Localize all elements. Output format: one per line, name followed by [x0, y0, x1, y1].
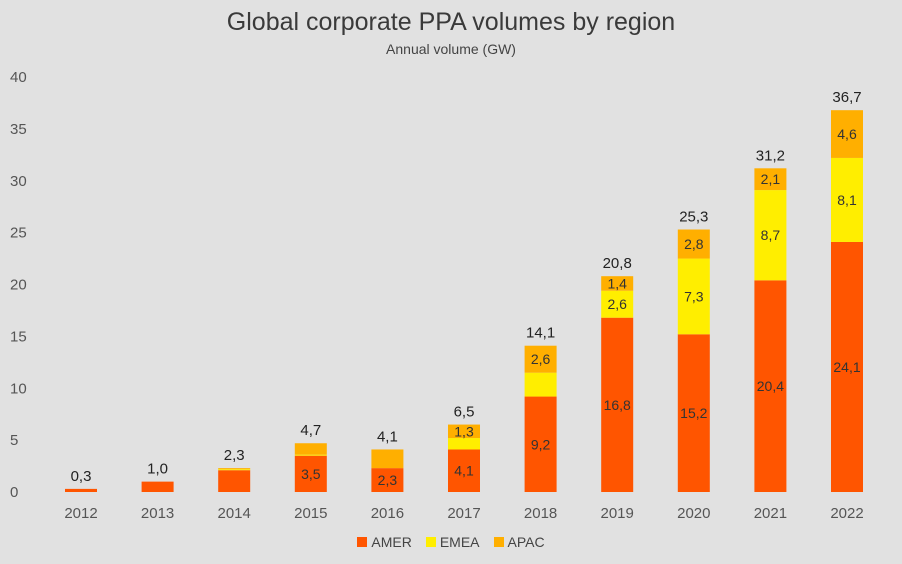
segment-label-emea: 7,3 — [684, 288, 704, 304]
segment-label-amer: 9,2 — [531, 436, 551, 452]
legend-swatch-emea — [425, 537, 436, 547]
bar-segment-amer — [601, 317, 634, 492]
y-tick-label: 10 — [10, 380, 27, 397]
segment-label-apac: 2,1 — [761, 171, 781, 187]
segment-label-apac: 1,4 — [607, 275, 627, 291]
x-tick-label: 2016 — [371, 505, 404, 522]
bar-segment-emea — [754, 190, 787, 281]
segment-label-emea: 2,6 — [607, 296, 627, 312]
segment-label-apac: 2,8 — [684, 236, 704, 252]
bar-segment-apac — [601, 276, 634, 291]
bar-segment-amer — [218, 470, 251, 492]
y-tick-label: 0 — [10, 484, 18, 501]
bar-segment-emea — [218, 469, 251, 471]
bar-segment-amer — [754, 280, 787, 492]
bar-segment-emea — [601, 290, 634, 318]
bar-segment-amer — [65, 488, 97, 492]
x-tick-label: 2019 — [601, 505, 634, 522]
x-tick-label: 2017 — [447, 505, 480, 522]
bar-segment-amer — [141, 481, 174, 492]
bar-segment-emea — [524, 372, 557, 397]
bar-segment-apac — [524, 345, 557, 373]
x-tick-label: 2021 — [754, 505, 787, 522]
bar-segment-emea — [831, 157, 863, 242]
total-label: 36,7 — [832, 89, 861, 106]
y-tick-label: 25 — [10, 225, 27, 242]
y-tick-label: 20 — [10, 277, 27, 294]
legend-label-apac: APAC — [507, 534, 545, 550]
bar-segment-apac — [371, 449, 404, 469]
total-label: 0,3 — [71, 468, 92, 485]
legend-item-emea: EMEA — [425, 534, 480, 550]
legend-swatch-apac — [493, 537, 504, 547]
chart-title: Global corporate PPA volumes by region — [226, 8, 676, 36]
total-label: 31,2 — [756, 147, 785, 164]
bar-segment-apac — [294, 443, 327, 455]
segment-label-amer: 4,1 — [454, 463, 474, 479]
segment-label-amer: 15,2 — [680, 405, 707, 421]
bar-segment-apac — [677, 229, 710, 259]
bar-segment-amer — [677, 334, 710, 492]
bar-segment-amer — [294, 455, 327, 492]
total-label: 25,3 — [679, 209, 708, 226]
total-label: 6,5 — [454, 404, 475, 421]
x-tick-label: 2018 — [524, 505, 557, 522]
segment-label-emea: 8,1 — [837, 192, 857, 208]
legend-item-amer: AMER — [357, 534, 412, 550]
bar-segment-apac — [448, 424, 480, 439]
bar-segment-emea — [677, 258, 710, 335]
total-label: 4,1 — [377, 428, 398, 445]
segment-label-apac: 2,6 — [531, 351, 551, 367]
segment-label-amer: 3,5 — [301, 466, 321, 482]
x-tick-label: 2020 — [677, 505, 710, 522]
total-label: 20,8 — [603, 255, 632, 272]
legend-item-apac: APAC — [493, 534, 545, 550]
bar-segment-apac — [754, 168, 787, 191]
y-tick-label: 5 — [10, 432, 18, 449]
bar-segment-apac — [831, 110, 863, 158]
bar-segment-amer — [524, 396, 557, 492]
x-tick-label: 2014 — [218, 505, 251, 522]
total-label: 14,1 — [526, 325, 555, 342]
y-tick-label: 30 — [10, 173, 27, 190]
segment-label-amer: 16,8 — [604, 397, 631, 413]
x-tick-label: 2013 — [141, 505, 174, 522]
segment-label-amer: 2,3 — [378, 472, 398, 488]
y-tick-label: 15 — [10, 328, 27, 345]
total-label: 4,7 — [300, 422, 321, 439]
y-tick-label: 35 — [10, 121, 27, 138]
segment-label-apac: 1,3 — [454, 423, 474, 439]
total-label: 2,3 — [224, 447, 245, 464]
legend-swatch-amer — [357, 537, 368, 547]
segment-label-apac: 4,6 — [837, 126, 857, 142]
x-tick-label: 2022 — [830, 505, 863, 522]
bar-segment-amer — [371, 468, 404, 492]
total-label: 1,0 — [147, 461, 168, 478]
legend-label-emea: EMEA — [439, 534, 480, 550]
bar-segment-emea — [294, 454, 327, 456]
y-tick-label: 40 — [10, 69, 27, 86]
segment-label-amer: 20,4 — [757, 378, 784, 394]
legend: AMER EMEA APAC — [0, 534, 902, 550]
bar-segment-emea — [448, 438, 480, 450]
segment-label-emea: 8,7 — [761, 227, 781, 243]
bar-segment-amer — [831, 241, 863, 492]
bar-segment-amer — [448, 449, 480, 492]
x-tick-label: 2015 — [294, 505, 327, 522]
x-tick-label: 2012 — [64, 505, 97, 522]
bar-segment-apac — [218, 468, 251, 470]
legend-label-amer: AMER — [371, 534, 412, 550]
segment-label-amer: 24,1 — [833, 359, 860, 375]
chart-subtitle: Annual volume (GW) — [386, 41, 516, 57]
